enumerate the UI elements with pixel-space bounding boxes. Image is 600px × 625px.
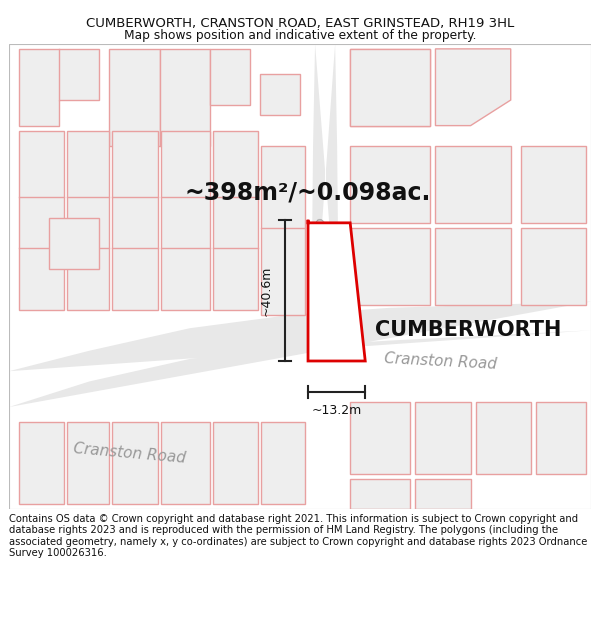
Polygon shape bbox=[476, 402, 531, 474]
Polygon shape bbox=[260, 74, 300, 116]
Polygon shape bbox=[350, 479, 410, 509]
Polygon shape bbox=[350, 49, 430, 126]
Polygon shape bbox=[521, 228, 586, 305]
Polygon shape bbox=[112, 422, 158, 504]
Text: ~40.6m: ~40.6m bbox=[260, 265, 273, 316]
Text: Cranston Gardens: Cranston Gardens bbox=[313, 217, 331, 319]
Polygon shape bbox=[436, 146, 511, 223]
Polygon shape bbox=[436, 228, 511, 305]
Text: ~398m²/~0.098ac.: ~398m²/~0.098ac. bbox=[185, 180, 431, 204]
Polygon shape bbox=[415, 479, 470, 509]
Polygon shape bbox=[209, 49, 250, 105]
Polygon shape bbox=[261, 422, 305, 504]
Polygon shape bbox=[161, 422, 209, 504]
Polygon shape bbox=[112, 131, 158, 310]
Polygon shape bbox=[521, 146, 586, 223]
Text: Contains OS data © Crown copyright and database right 2021. This information is : Contains OS data © Crown copyright and d… bbox=[9, 514, 587, 558]
Polygon shape bbox=[19, 131, 64, 310]
Polygon shape bbox=[67, 422, 109, 504]
Polygon shape bbox=[160, 49, 209, 146]
Polygon shape bbox=[19, 49, 100, 126]
Polygon shape bbox=[415, 402, 470, 474]
Polygon shape bbox=[312, 44, 340, 361]
Polygon shape bbox=[212, 131, 258, 310]
Polygon shape bbox=[161, 131, 209, 310]
Polygon shape bbox=[19, 422, 64, 504]
Text: Cranston Road: Cranston Road bbox=[384, 351, 497, 371]
Text: CUMBERWORTH, CRANSTON ROAD, EAST GRINSTEAD, RH19 3HL: CUMBERWORTH, CRANSTON ROAD, EAST GRINSTE… bbox=[86, 18, 514, 30]
Polygon shape bbox=[67, 131, 109, 310]
Polygon shape bbox=[350, 402, 410, 474]
Polygon shape bbox=[9, 302, 591, 407]
Polygon shape bbox=[49, 217, 100, 269]
Text: Cranston Road: Cranston Road bbox=[73, 441, 186, 466]
Polygon shape bbox=[308, 220, 365, 361]
Polygon shape bbox=[350, 146, 430, 223]
Text: ~13.2m: ~13.2m bbox=[311, 404, 362, 417]
Polygon shape bbox=[536, 402, 586, 474]
Polygon shape bbox=[109, 49, 160, 146]
Polygon shape bbox=[350, 228, 430, 305]
Polygon shape bbox=[350, 49, 430, 126]
Polygon shape bbox=[261, 146, 305, 315]
Polygon shape bbox=[436, 49, 511, 126]
Text: Map shows position and indicative extent of the property.: Map shows position and indicative extent… bbox=[124, 29, 476, 42]
Text: CUMBERWORTH: CUMBERWORTH bbox=[375, 320, 562, 340]
Polygon shape bbox=[212, 422, 258, 504]
